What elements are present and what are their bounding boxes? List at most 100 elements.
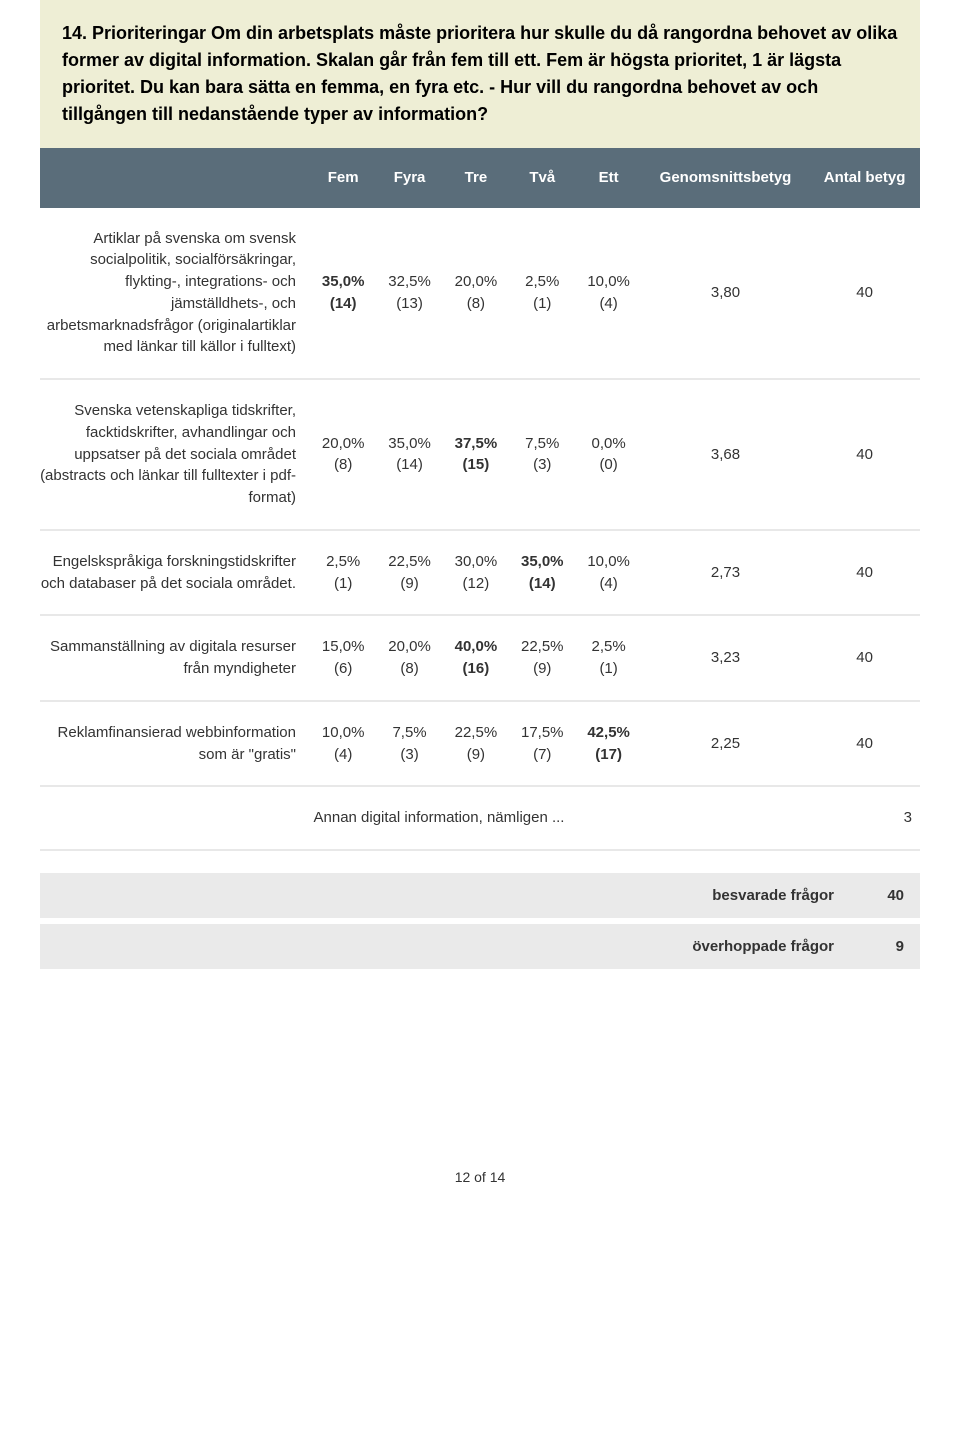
- cell-percent: 35,0%: [318, 271, 368, 293]
- cell-count: (9): [517, 658, 567, 680]
- cell-count: (3): [517, 454, 567, 476]
- extra-row: Annan digital information, nämligen ... …: [40, 787, 920, 850]
- row-average: 3,23: [642, 615, 809, 701]
- cell-count: (1): [517, 293, 567, 315]
- cell-count: (1): [318, 573, 368, 595]
- data-cell: 22,5%(9): [376, 530, 442, 616]
- row-average: 2,73: [642, 530, 809, 616]
- data-cell: 17,5%(7): [509, 701, 575, 787]
- data-cell: 30,0%(12): [443, 530, 509, 616]
- cell-percent: 32,5%: [384, 271, 434, 293]
- cell-count: (6): [318, 658, 368, 680]
- cell-percent: 20,0%: [451, 271, 501, 293]
- col-header: Tre: [443, 148, 509, 208]
- summary-answered-value: 40: [850, 873, 920, 921]
- cell-percent: 22,5%: [451, 722, 501, 744]
- summary-answered-row: besvarade frågor 40: [40, 873, 920, 921]
- row-label: Engelskspråkiga forskningstidskrifter oc…: [40, 530, 310, 616]
- row-label: Svenska vetenskapliga tidskrifter, fackt…: [40, 379, 310, 530]
- data-cell: 35,0%(14): [310, 208, 376, 380]
- cell-percent: 2,5%: [583, 636, 633, 658]
- row-count: 40: [809, 701, 920, 787]
- row-average: 2,25: [642, 701, 809, 787]
- cell-percent: 0,0%: [583, 433, 633, 455]
- table-row: Engelskspråkiga forskningstidskrifter oc…: [40, 530, 920, 616]
- cell-count: (14): [517, 573, 567, 595]
- summary-answered-label: besvarade frågor: [40, 873, 850, 921]
- data-cell: 15,0%(6): [310, 615, 376, 701]
- data-cell: 2,5%(1): [575, 615, 641, 701]
- cell-percent: 20,0%: [318, 433, 368, 455]
- data-cell: 22,5%(9): [509, 615, 575, 701]
- data-cell: 35,0%(14): [376, 379, 442, 530]
- cell-percent: 22,5%: [517, 636, 567, 658]
- extra-table: Annan digital information, nämligen ... …: [40, 787, 920, 851]
- data-table: Fem Fyra Tre Två Ett Genomsnittsbetyg An…: [40, 148, 920, 787]
- question-header: 14. Prioriteringar Om din arbetsplats må…: [40, 0, 920, 148]
- cell-percent: 2,5%: [517, 271, 567, 293]
- data-cell: 37,5%(15): [443, 379, 509, 530]
- page-number: 12 of 14: [455, 1169, 506, 1185]
- row-count: 40: [809, 208, 920, 380]
- cell-count: (12): [451, 573, 501, 595]
- cell-percent: 7,5%: [517, 433, 567, 455]
- cell-count: (8): [318, 454, 368, 476]
- row-count: 40: [809, 530, 920, 616]
- col-header: Två: [509, 148, 575, 208]
- data-cell: 40,0%(16): [443, 615, 509, 701]
- data-cell: 20,0%(8): [310, 379, 376, 530]
- cell-percent: 10,0%: [583, 551, 633, 573]
- cell-percent: 20,0%: [384, 636, 434, 658]
- row-average: 3,80: [642, 208, 809, 380]
- data-cell: 7,5%(3): [509, 379, 575, 530]
- page: 14. Prioriteringar Om din arbetsplats må…: [0, 0, 960, 1245]
- table-row: Sammanställning av digitala resurser frå…: [40, 615, 920, 701]
- col-header-blank: [40, 148, 310, 208]
- cell-count: (8): [384, 658, 434, 680]
- data-cell: 42,5%(17): [575, 701, 641, 787]
- data-cell: 2,5%(1): [310, 530, 376, 616]
- cell-count: (14): [384, 454, 434, 476]
- col-header: Fyra: [376, 148, 442, 208]
- row-count: 40: [809, 615, 920, 701]
- summary-skipped-label: överhoppade frågor: [40, 921, 850, 969]
- row-label: Sammanställning av digitala resurser frå…: [40, 615, 310, 701]
- cell-count: (13): [384, 293, 434, 315]
- data-cell: 10,0%(4): [310, 701, 376, 787]
- data-cell: 0,0%(0): [575, 379, 641, 530]
- cell-count: (9): [384, 573, 434, 595]
- data-cell: 35,0%(14): [509, 530, 575, 616]
- cell-count: (8): [451, 293, 501, 315]
- cell-percent: 22,5%: [384, 551, 434, 573]
- col-header: Antal betyg: [809, 148, 920, 208]
- cell-percent: 37,5%: [451, 433, 501, 455]
- cell-percent: 17,5%: [517, 722, 567, 744]
- cell-percent: 40,0%: [451, 636, 501, 658]
- data-cell: 22,5%(9): [443, 701, 509, 787]
- cell-percent: 35,0%: [384, 433, 434, 455]
- cell-percent: 10,0%: [583, 271, 633, 293]
- cell-percent: 30,0%: [451, 551, 501, 573]
- cell-percent: 15,0%: [318, 636, 368, 658]
- table-row: Artiklar på svenska om svensk socialpoli…: [40, 208, 920, 380]
- row-count: 40: [809, 379, 920, 530]
- cell-percent: 7,5%: [384, 722, 434, 744]
- cell-count: (4): [583, 573, 633, 595]
- cell-count: (7): [517, 744, 567, 766]
- data-cell: 2,5%(1): [509, 208, 575, 380]
- cell-count: (4): [318, 744, 368, 766]
- data-cell: 20,0%(8): [376, 615, 442, 701]
- cell-count: (3): [384, 744, 434, 766]
- table-row: Svenska vetenskapliga tidskrifter, fackt…: [40, 379, 920, 530]
- row-label: Artiklar på svenska om svensk socialpoli…: [40, 208, 310, 380]
- cell-percent: 42,5%: [583, 722, 633, 744]
- col-header: Fem: [310, 148, 376, 208]
- cell-percent: 2,5%: [318, 551, 368, 573]
- data-cell: 10,0%(4): [575, 530, 641, 616]
- cell-count: (14): [318, 293, 368, 315]
- table-row: Reklamfinansierad webbinformation som är…: [40, 701, 920, 787]
- page-footer: 12 of 14: [40, 1169, 920, 1205]
- col-header: Genomsnittsbetyg: [642, 148, 809, 208]
- data-cell: 7,5%(3): [376, 701, 442, 787]
- summary-skipped-row: överhoppade frågor 9: [40, 921, 920, 969]
